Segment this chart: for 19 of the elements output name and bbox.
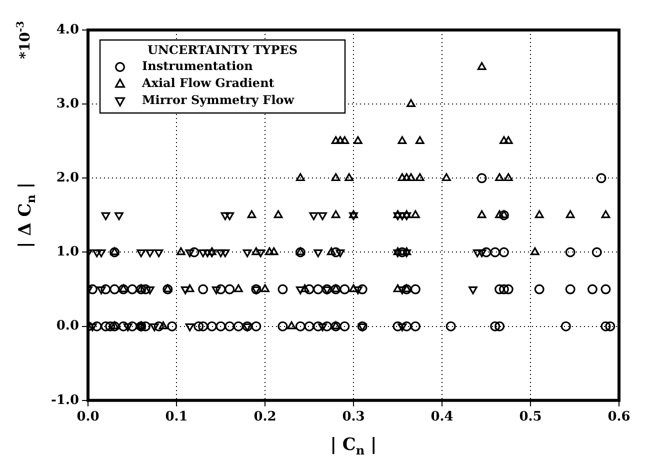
x-tick-label: 0.1 (165, 410, 188, 425)
x-tick-label: 0.0 (76, 410, 100, 425)
y-axis-title: | Δ Cn | (15, 182, 38, 248)
y-tick-label: 4.0 (56, 22, 80, 38)
legend-title: UNCERTAINTY TYPES (147, 43, 298, 58)
y-tick-label: 3.0 (56, 96, 80, 112)
x-tick-label: 0.6 (608, 410, 630, 425)
x-tick-label: 0.4 (430, 410, 454, 425)
text: *10-3 (16, 21, 34, 59)
y-tick-label: 2.0 (56, 170, 80, 186)
y-tick-label: -1.0 (50, 392, 80, 408)
legend-label: Instrumentation (142, 59, 254, 74)
y-tick-label: 1.0 (56, 244, 80, 260)
x-tick-label: 0.3 (342, 410, 365, 425)
x-tick-label: 0.5 (519, 410, 542, 425)
legend-label: Axial Flow Gradient (141, 76, 275, 90)
legend-label: Mirror Symmetry Flow (142, 93, 295, 108)
y-tick-label: 0.0 (56, 318, 80, 334)
x-tick-label: 0.2 (254, 410, 276, 425)
